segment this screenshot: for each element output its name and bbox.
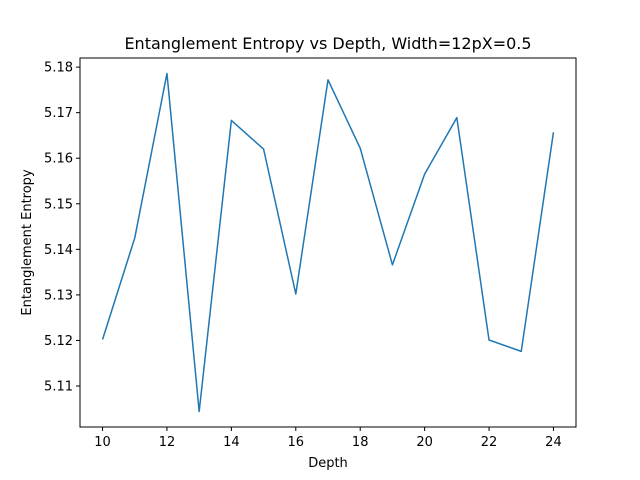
y-tick-label: 5.12 (44, 334, 73, 349)
chart-title: Entanglement Entropy vs Depth, Width=12p… (124, 34, 531, 53)
y-axis: 5.11 5.12 5.13 5.14 5.15 5.16 5.17 5.18 (44, 61, 80, 395)
y-tick-label: 5.18 (44, 61, 73, 76)
axes-frame (79, 57, 577, 428)
x-tick-label: 18 (352, 435, 369, 450)
x-tick-label: 20 (416, 435, 433, 450)
x-axis: 10 12 14 16 18 20 22 24 (94, 427, 562, 450)
y-tick-label: 5.15 (44, 197, 73, 212)
y-axis-label: Entanglement Entropy (20, 169, 35, 316)
x-tick-label: 10 (94, 435, 111, 450)
y-tick-label: 5.16 (44, 152, 73, 167)
plot-area (79, 57, 577, 428)
y-tick-label: 5.17 (44, 106, 73, 121)
x-tick-label: 22 (481, 435, 498, 450)
series-line (101, 72, 555, 413)
x-tick-label: 14 (223, 435, 240, 450)
y-tick-label: 5.11 (44, 380, 73, 395)
y-tick-label: 5.14 (44, 243, 73, 258)
x-axis-label: Depth (308, 456, 348, 471)
x-tick-label: 12 (159, 435, 176, 450)
x-tick-label: 24 (545, 435, 562, 450)
x-tick-label: 16 (288, 435, 305, 450)
y-tick-label: 5.13 (44, 288, 73, 303)
